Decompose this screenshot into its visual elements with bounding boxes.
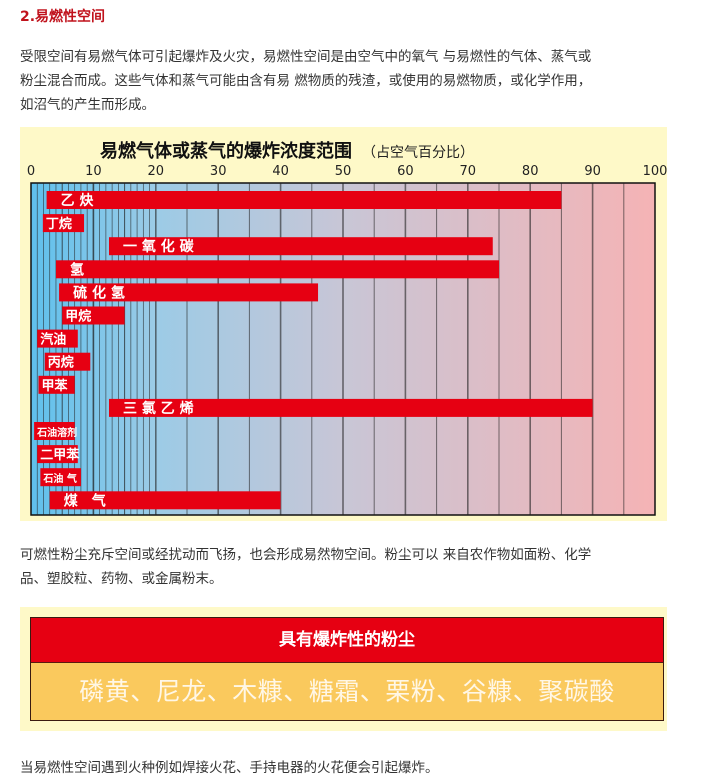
- x-tick-label: 50: [335, 164, 352, 179]
- bar-label: 甲烷: [65, 309, 91, 325]
- explosive-dust-table: 具有爆炸性的粉尘 磷黄、尼龙、木糠、糖霜、栗粉、谷糠、聚碳酸: [20, 607, 667, 731]
- x-tick-label: 10: [85, 164, 102, 179]
- bar-label: 石油溶剂: [36, 426, 77, 439]
- dust-paragraph: 可燃性粉尘充斥空间或经扰动而飞扬，也会形成易然物空间。粉尘可以 来自农作物如面粉…: [20, 543, 591, 591]
- range-bar: [109, 237, 493, 256]
- range-bar: [40, 468, 81, 487]
- explosive-range-chart: 易燃气体或蒸气的爆炸浓度范围 （占空气百分比） 0 10 20 30 40 50 60 70 8…: [20, 127, 667, 521]
- range-bar: [109, 398, 593, 417]
- range-bar: [49, 491, 281, 510]
- x-tick-label: 90: [584, 164, 601, 179]
- bar-label: 二甲苯: [40, 447, 80, 463]
- x-tick-label: 60: [397, 164, 414, 179]
- chart-title: 易燃气体或蒸气的爆炸浓度范围: [100, 140, 352, 162]
- x-tick-label: 0: [27, 164, 35, 179]
- range-bar: [37, 445, 78, 464]
- x-tick-label: 20: [148, 164, 165, 179]
- x-tick-label: 80: [522, 164, 539, 179]
- intro-line: 如沼气的产生而形成。: [20, 97, 155, 113]
- dust-line: 可燃性粉尘充斥空间或经扰动而飞扬，也会形成易然物空间。粉尘可以 来自农作物如面粉…: [20, 547, 592, 563]
- range-bar: [42, 214, 85, 233]
- range-bar: [44, 352, 91, 371]
- range-bar: [46, 191, 562, 209]
- bar-label: 丁烷: [46, 216, 72, 232]
- intro-line: 粉尘混合而成。这些气体和蒸气可能由含有易 燃物质的残渣，或使用的易燃物质，或化学…: [20, 73, 592, 89]
- x-tick-label: 70: [460, 164, 477, 179]
- bar-label: 三 氯 乙 烯: [123, 400, 194, 417]
- range-bar: [62, 306, 125, 325]
- closing-text: 当易燃性空间遇到火种例如焊接火花、手持电器的火花便会引起爆炸。: [20, 760, 439, 776]
- range-bar: [55, 260, 500, 279]
- chart-svg: 易燃气体或蒸气的爆炸浓度范围 （占空气百分比） 0 10 20 30 40 50 60 70 8…: [27, 140, 667, 516]
- bar-label: 丙烷: [48, 355, 74, 371]
- bar-label: 一 氧 化 碳: [123, 238, 195, 255]
- bar-label: 乙 炔: [61, 193, 94, 209]
- bar-label: 硫 化 氢: [73, 284, 125, 301]
- bar-label: 石油 气: [42, 472, 76, 485]
- range-bar: [34, 422, 75, 440]
- x-tick-label: 100: [643, 164, 667, 179]
- intro-line: 受限空间有易燃气体可引起爆炸及火灾，易燃性空间是由空气中的氧气 与易燃性的气体、…: [20, 49, 592, 65]
- intro-paragraph: 受限空间有易燃气体可引起爆炸及火灾，易燃性空间是由空气中的氧气 与易燃性的气体、…: [20, 45, 591, 117]
- chart-subtitle: （占空气百分比）: [362, 145, 474, 161]
- x-tick-label: 40: [272, 164, 289, 179]
- dust-table-items: 磷黄、尼龙、木糠、糖霜、栗粉、谷糠、聚碳酸: [31, 663, 663, 720]
- x-tick-label: 30: [210, 164, 227, 179]
- range-bar: [37, 329, 78, 348]
- section-title: 2.易燃性空间: [20, 9, 106, 25]
- bar-label: 煤 气: [64, 492, 106, 509]
- bar-label: 汽油: [40, 332, 66, 348]
- bar-label: 氢: [70, 261, 84, 278]
- dust-line: 品、塑胶粒、药物、或金属粉末。: [20, 571, 223, 587]
- range-bar: [38, 375, 75, 394]
- dust-table-header: 具有爆炸性的粉尘: [31, 618, 663, 663]
- bar-label: 甲苯: [41, 378, 68, 394]
- range-bar: [59, 283, 319, 302]
